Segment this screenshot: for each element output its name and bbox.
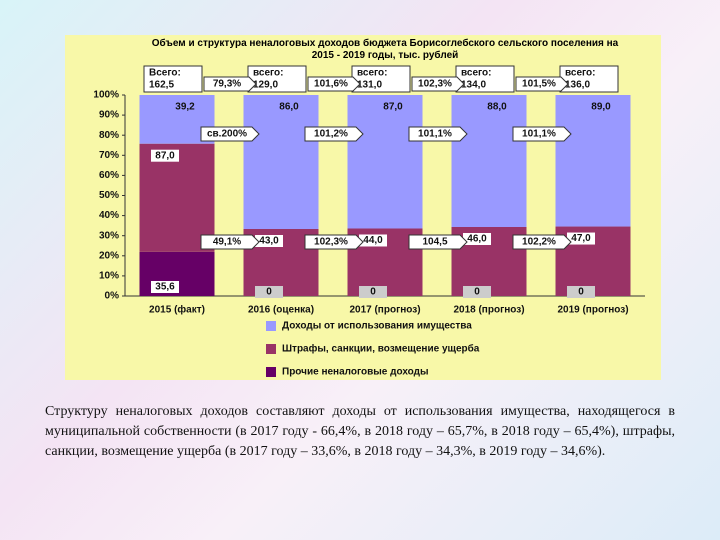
- value-label: 46,0: [467, 234, 487, 245]
- value-label: 88,0: [487, 102, 507, 113]
- y-tick-label: 60%: [99, 170, 119, 181]
- bar-segment: [451, 95, 527, 227]
- value-label: 86,0: [279, 102, 299, 113]
- y-tick-label: 70%: [99, 150, 119, 161]
- growth-property: св.200%: [207, 129, 247, 140]
- y-tick-label: 80%: [99, 130, 119, 141]
- legend-swatch: [266, 321, 276, 331]
- y-tick-label: 0%: [105, 291, 120, 302]
- total-box: [351, 65, 411, 93]
- value-label: 0: [266, 287, 272, 298]
- legend-label: Прочие неналоговые доходы: [282, 367, 429, 378]
- value-label: 44,0: [363, 235, 383, 246]
- growth-fines: 49,1%: [213, 237, 241, 248]
- growth-fines-shape: [200, 234, 260, 250]
- total-label: Всего:: [149, 68, 181, 79]
- y-tick-label: 50%: [99, 190, 119, 201]
- legend-swatch: [266, 367, 276, 377]
- growth-property-shape: [200, 126, 260, 142]
- x-tick-label: 2017 (прогноз): [349, 305, 420, 316]
- legend-label: Штрафы, санкции, возмещение ущерба: [282, 343, 480, 355]
- growth-fines-shape: [304, 234, 364, 250]
- growth-property-shape: [512, 126, 572, 142]
- growth-property-shape: [408, 126, 468, 142]
- y-tick-label: 90%: [99, 110, 119, 121]
- total-value: 134,0: [461, 80, 486, 91]
- growth-property: 101,1%: [418, 129, 452, 140]
- value-label: 35,6: [155, 282, 175, 293]
- value-label-box: [567, 286, 595, 298]
- bar-segment: [555, 95, 631, 227]
- growth-total: 101,6%: [314, 79, 348, 90]
- value-label: 0: [370, 287, 376, 298]
- chart-title: Объем и структура неналоговых доходов бю…: [151, 38, 619, 61]
- growth-property: 101,1%: [522, 129, 556, 140]
- value-label: 87,0: [155, 150, 175, 161]
- legend-label: Доходы от использования имущества: [282, 321, 472, 332]
- growth-property: 101,2%: [314, 129, 348, 140]
- y-tick-label: 30%: [99, 230, 119, 241]
- y-tick-label: 40%: [99, 210, 119, 221]
- growth-fines-shape: [408, 234, 468, 250]
- y-tick-label: 10%: [99, 271, 119, 282]
- value-label-box: [255, 286, 283, 298]
- value-label-box: [463, 286, 491, 298]
- growth-fines: 104,5: [422, 237, 447, 248]
- x-tick-label: 2016 (оценка): [248, 305, 314, 316]
- growth-fines: 102,2%: [522, 237, 556, 248]
- legend-swatch: [266, 344, 276, 354]
- value-label-box: [151, 149, 179, 162]
- value-label: 89,0: [591, 102, 611, 113]
- total-box: [455, 65, 515, 93]
- total-label: всего:: [357, 68, 388, 79]
- bar-segment: [139, 143, 215, 252]
- growth-fines: 102,3%: [314, 237, 348, 248]
- total-value: 129,0: [253, 80, 278, 91]
- chart: Объем и структура неналоговых доходов бю…: [65, 35, 661, 380]
- value-label-box: [567, 232, 595, 245]
- growth-total-shape: [411, 76, 465, 92]
- value-label-box: [359, 286, 387, 298]
- total-value: 162,5: [149, 80, 174, 91]
- paragraph: Структуру неналоговых доходов составляют…: [45, 404, 675, 459]
- total-label: всего:: [461, 68, 492, 79]
- total-box: [143, 65, 203, 93]
- value-label: 43,0: [259, 236, 279, 247]
- value-label: 0: [474, 287, 480, 298]
- total-label: всего:: [253, 68, 284, 79]
- title-box: Объем и структура неналоговых доходов бю…: [151, 38, 619, 61]
- bar-segment: [243, 95, 319, 229]
- growth-total: 79,3%: [213, 79, 241, 90]
- total-label: всего:: [565, 68, 596, 79]
- growth-fines-shape: [512, 234, 572, 250]
- value-label-box: [463, 233, 491, 245]
- value-label-box: [151, 281, 179, 293]
- growth-total: 101,5%: [522, 79, 556, 90]
- growth-total-shape: [307, 76, 361, 92]
- x-tick-label: 2018 (прогноз): [453, 305, 524, 316]
- x-tick-label: 2015 (факт): [149, 304, 205, 316]
- growth-total: 102,3%: [418, 79, 452, 90]
- value-label: 47,0: [571, 233, 591, 244]
- value-label: 39,2: [175, 102, 195, 113]
- value-label: 0: [578, 287, 584, 298]
- y-tick-label: 20%: [99, 250, 119, 261]
- total-value: 131,0: [357, 80, 382, 91]
- growth-property-shape: [304, 126, 364, 142]
- value-label-box: [359, 234, 387, 247]
- value-label-box: [255, 235, 283, 247]
- y-tick-label: 100%: [93, 90, 119, 101]
- growth-total-shape: [203, 76, 257, 92]
- bar-segment: [347, 95, 423, 229]
- total-box: [559, 65, 619, 93]
- total-value: 136,0: [565, 80, 590, 91]
- x-tick-label: 2019 (прогноз): [557, 305, 628, 316]
- value-label: 87,0: [383, 102, 403, 113]
- growth-total-shape: [515, 76, 569, 92]
